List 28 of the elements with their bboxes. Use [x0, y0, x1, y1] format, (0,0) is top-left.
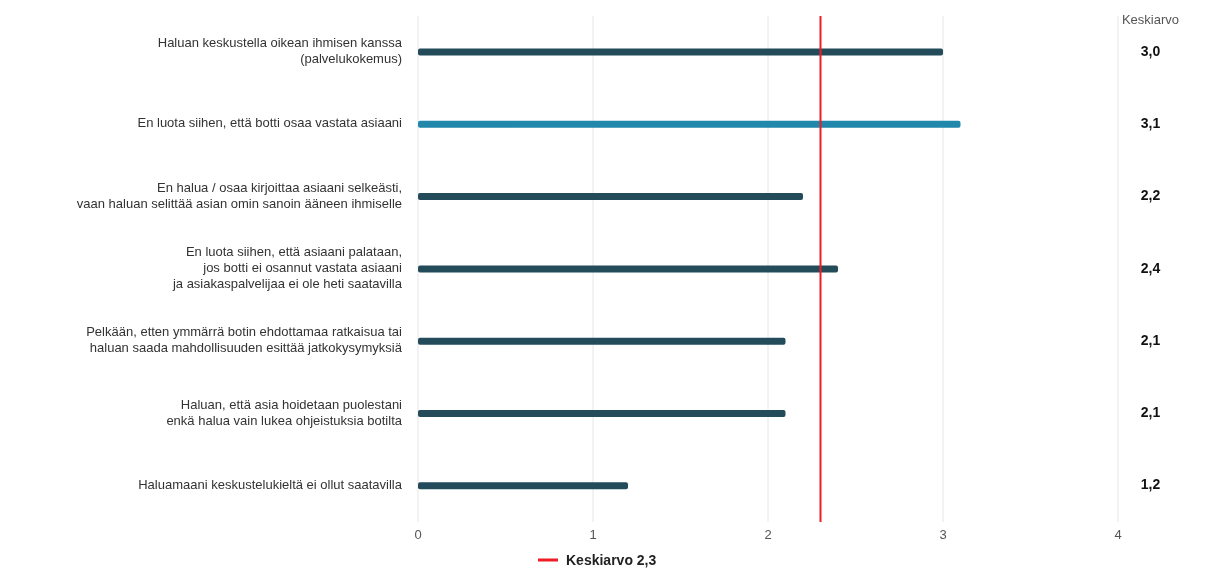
data-label: 2,1: [1140, 331, 1161, 348]
text: Keskiarvo: [1120, 12, 1181, 27]
data-label: 2,1: [1140, 404, 1161, 421]
data-label: 3,0: [1140, 42, 1161, 59]
x-tick-label: 2: [764, 527, 772, 543]
x-tick-label: 3: [939, 527, 947, 543]
bar: [418, 337, 786, 345]
bar: [418, 120, 961, 128]
bar: [418, 265, 838, 273]
y-tick-label: En halua / osaa kirjoittaa asiaani selkeästi, vaan haluan selittää asian omin sanoin ääneen ihmiselle: [76, 180, 402, 212]
y-tick-label: Pelkään, etten ymmärrä botin ehdottamaa ratkaisua tai haluan saada mahdollisuuden esittää jatkokysymyksiä: [86, 324, 403, 356]
bar: [418, 48, 943, 56]
y-tick-label: Haluan keskustella oikean ihmisen kanssa (palvelukokemus): [157, 35, 403, 67]
data-label: 2,4: [1140, 259, 1161, 276]
data-label: 3,1: [1140, 115, 1161, 132]
y-tick-label: En luota siihen, että botti osaa vastata asiaani: [137, 115, 403, 131]
bar: [418, 482, 628, 490]
bar: [418, 409, 786, 417]
legend-label: Keskiarvo 2,3: [565, 552, 657, 568]
y-tick-label: Haluamaani keskustelukieltä ei ollut saatavilla: [138, 477, 403, 493]
x-tick-label: 1: [589, 527, 597, 543]
y-tick-label: Haluan, että asia hoidetaan puolestani enkä halua vain lukea ohjeistuksia botilta: [166, 397, 403, 429]
y-tick-label: En luota siihen, että asiaani palataan, jos botti ei osannut vastata asiaani ja asiakaspalvelijaa ei ole heti saatavilla: [171, 244, 403, 292]
data-label: 2,2: [1140, 187, 1161, 204]
x-tick-label: 4: [1114, 527, 1122, 543]
x-tick-label: 0: [414, 527, 422, 543]
bar: [418, 193, 803, 201]
data-label: 1,2: [1140, 476, 1161, 493]
